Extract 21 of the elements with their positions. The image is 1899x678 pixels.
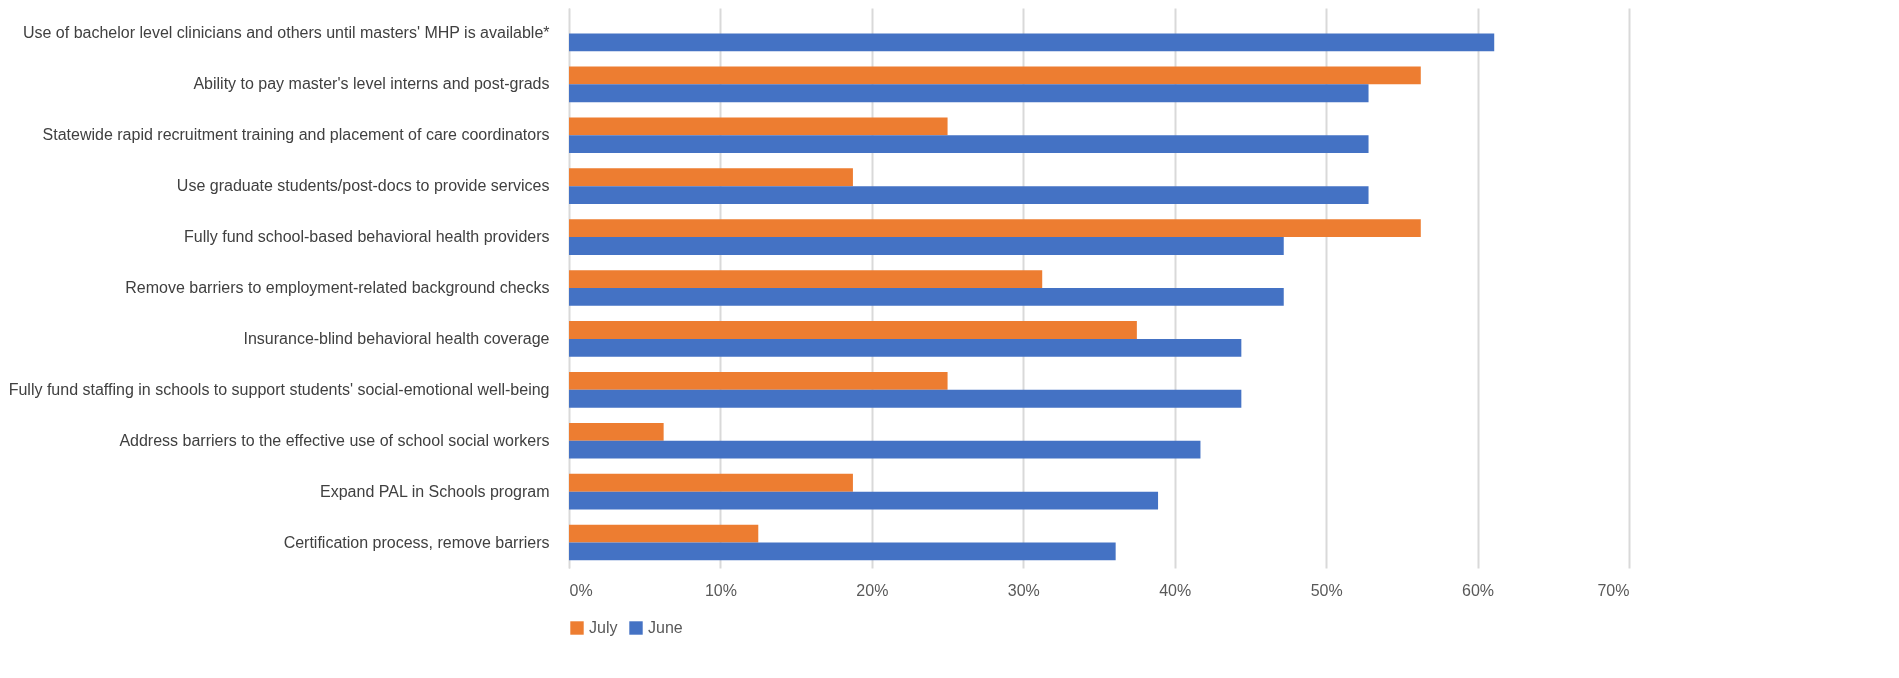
x-tick-label: 50%: [1310, 581, 1343, 599]
x-tick-label: 70%: [1597, 581, 1630, 599]
x-tick-label: 10%: [704, 581, 737, 599]
x-tick-label: 30%: [1007, 581, 1040, 599]
legend-label: July: [589, 619, 618, 636]
y-tick-label: Use of bachelor level clinicians and others until masters' MHP is available*: [22, 24, 550, 42]
y-tick-label: Certification process, remove barriers: [283, 533, 550, 551]
x-tick-label: 0%: [569, 581, 593, 599]
y-tick-label: Ability to pay master's level interns and post-grads: [193, 75, 550, 93]
y-tick-label: Insurance-blind behavioral health coverage: [243, 329, 550, 347]
y-tick-label: Fully fund school-based behavioral health providers: [183, 228, 550, 246]
y-tick-label: Use graduate students/post-docs to provide services: [176, 177, 550, 195]
y-tick-label: Address barriers to the effective use of school social workers: [119, 431, 550, 449]
y-tick-label: Statewide rapid recruitment training and placement of care coordinators: [42, 126, 550, 144]
x-tick-label: 60%: [1462, 581, 1495, 599]
y-tick-label: Expand PAL in Schools program: [320, 482, 550, 500]
x-tick-label: 40%: [1159, 581, 1192, 599]
y-tick-label: Fully fund staffing in schools to support students' social-emotional well-being: [8, 380, 550, 398]
y-tick-label: Remove barriers to employment-related background checks: [125, 279, 550, 296]
legend-label: June: [648, 619, 683, 636]
x-tick-label: 20%: [856, 581, 889, 599]
